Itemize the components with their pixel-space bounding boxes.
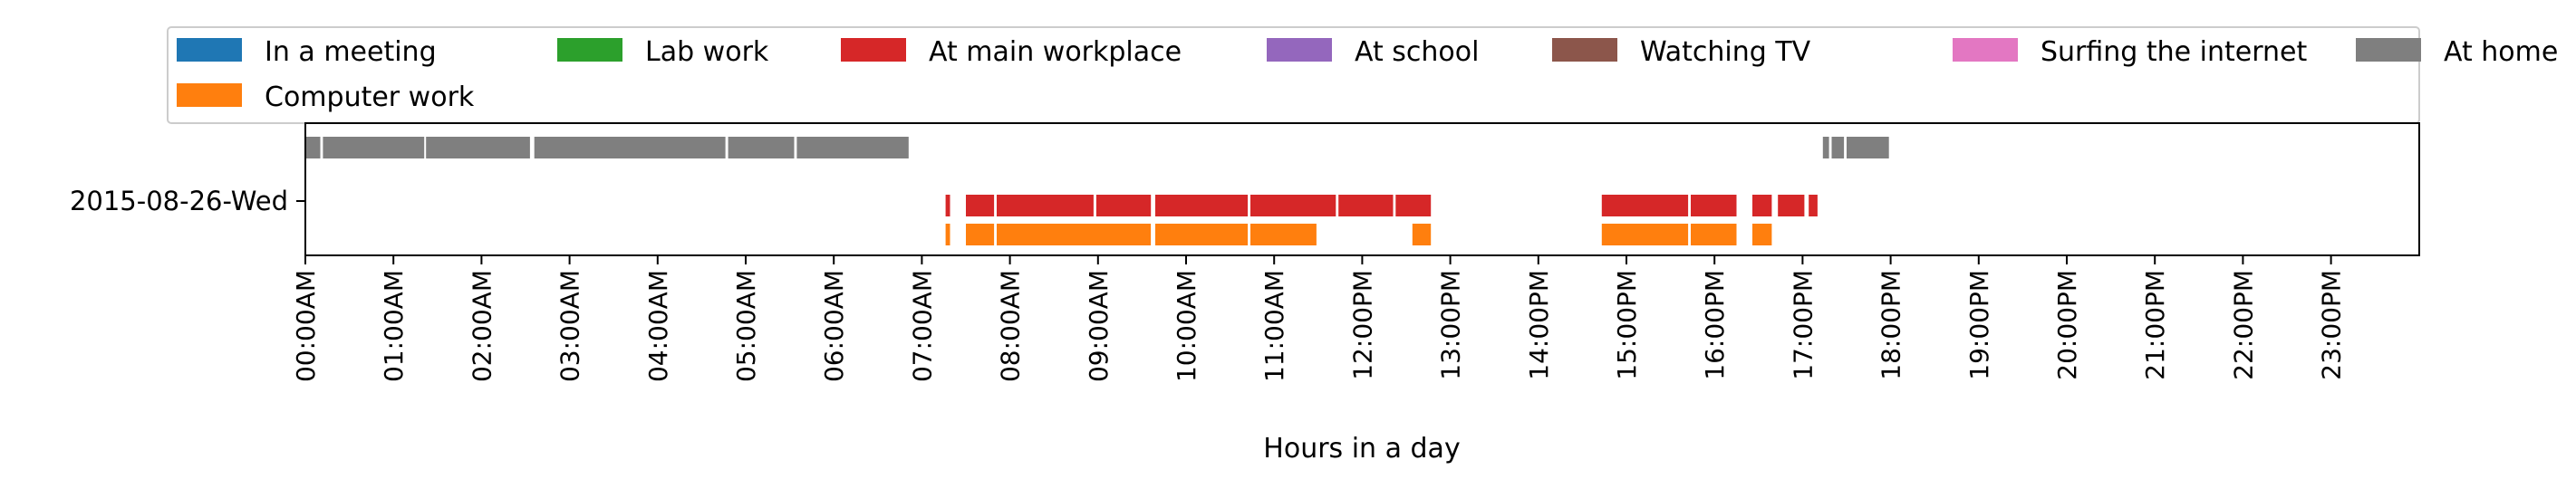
legend-label-at-main-workplace: At main workplace [929, 36, 1182, 68]
bar-at-main-workplace-9 [1691, 195, 1737, 216]
x-tick-label-13: 13:00PM [1436, 270, 1466, 380]
x-tick-label-16: 16:00PM [1700, 270, 1730, 380]
bar-at-main-workplace-10 [1752, 195, 1772, 216]
bar-at-home-2 [426, 137, 530, 158]
legend-swatch-at-main-workplace [841, 38, 906, 62]
bar-at-main-workplace-6 [1338, 195, 1394, 216]
bar-at-main-workplace-7 [1395, 195, 1432, 216]
legend-swatch-at-home [2356, 38, 2421, 62]
bar-computer-work-7 [1691, 224, 1737, 245]
bar-at-main-workplace-3 [1095, 195, 1152, 216]
x-tick-label-11: 11:00AM [1259, 270, 1289, 382]
legend-swatch-watching-tv [1552, 38, 1617, 62]
legend-label-surfing-the-internet: Surfing the internet [2041, 36, 2307, 68]
bar-computer-work-1 [966, 224, 995, 245]
x-tick-label-10: 10:00AM [1172, 270, 1201, 382]
bar-at-home-5 [796, 137, 909, 158]
x-tick-label-5: 05:00AM [731, 270, 761, 382]
x-tick-label-14: 14:00PM [1524, 270, 1554, 380]
bar-at-main-workplace-5 [1250, 195, 1336, 216]
legend-swatch-in-a-meeting [177, 38, 242, 62]
legend-swatch-at-school [1267, 38, 1332, 62]
bar-computer-work-5 [1412, 224, 1432, 245]
bar-at-main-workplace-2 [997, 195, 1094, 216]
legend-label-watching-tv: Watching TV [1640, 36, 1811, 68]
bar-at-main-workplace-4 [1155, 195, 1249, 216]
x-tick-label-12: 12:00PM [1347, 270, 1377, 380]
bar-computer-work-3 [1155, 224, 1249, 245]
x-tick-label-6: 06:00AM [819, 270, 849, 382]
bar-computer-work-6 [1601, 224, 1689, 245]
legend-label-at-home: At home [2444, 36, 2558, 68]
bar-computer-work-2 [997, 224, 1152, 245]
legend: In a meeting Lab work At main workplace At … [177, 36, 2558, 113]
x-tick-label-3: 03:00AM [555, 270, 585, 382]
legend-swatch-lab-work [557, 38, 622, 62]
x-tick-label-0: 00:00AM [291, 270, 321, 382]
x-tick-label-19: 19:00PM [1964, 270, 1994, 380]
bar-at-home-0 [305, 137, 321, 158]
x-tick-label-8: 08:00AM [996, 270, 1026, 382]
x-tick-label-20: 20:00PM [2052, 270, 2082, 380]
bars-group [305, 137, 1889, 245]
x-tick-label-7: 07:00AM [907, 270, 937, 382]
legend-label-in-a-meeting: In a meeting [265, 36, 437, 68]
x-tick-label-9: 09:00AM [1084, 270, 1114, 382]
x-axis-title: Hours in a day [1263, 433, 1460, 465]
bar-computer-work-0 [945, 224, 950, 245]
y-tick-label-day: 2015-08-26-Wed [70, 186, 288, 216]
x-tick-label-18: 18:00PM [1877, 270, 1906, 380]
bar-at-home-7 [1831, 137, 1845, 158]
x-tick-label-23: 23:00PM [2317, 270, 2347, 380]
bar-at-home-6 [1822, 137, 1829, 158]
legend-swatch-computer-work [177, 83, 242, 107]
bar-at-home-4 [728, 137, 795, 158]
x-tick-label-17: 17:00PM [1788, 270, 1818, 380]
bar-at-main-workplace-8 [1601, 195, 1689, 216]
x-axis-ticks: 00:00AM 01:00AM 02:00AM 03:00AM 04:00AM 05:00… [291, 255, 2347, 382]
x-tick-label-2: 02:00AM [467, 270, 497, 382]
bar-at-main-workplace-0 [945, 195, 950, 216]
bar-computer-work-8 [1752, 224, 1772, 245]
x-tick-label-15: 15:00PM [1612, 270, 1642, 380]
bar-at-main-workplace-1 [966, 195, 995, 216]
legend-label-lab-work: Lab work [645, 36, 769, 68]
bar-at-home-8 [1847, 137, 1889, 158]
bar-at-home-1 [323, 137, 425, 158]
legend-label-at-school: At school [1355, 36, 1479, 68]
x-tick-label-21: 21:00PM [2140, 270, 2170, 380]
x-tick-label-4: 04:00AM [643, 270, 673, 382]
bar-at-main-workplace-12 [1809, 195, 1818, 216]
bar-at-home-3 [534, 137, 726, 158]
x-tick-label-22: 22:00PM [2228, 270, 2258, 380]
legend-label-computer-work: Computer work [265, 82, 475, 113]
legend-swatch-surfing-the-internet [1953, 38, 2018, 62]
x-tick-label-1: 01:00AM [379, 270, 409, 382]
bar-at-main-workplace-11 [1778, 195, 1805, 216]
bar-computer-work-4 [1250, 224, 1317, 245]
